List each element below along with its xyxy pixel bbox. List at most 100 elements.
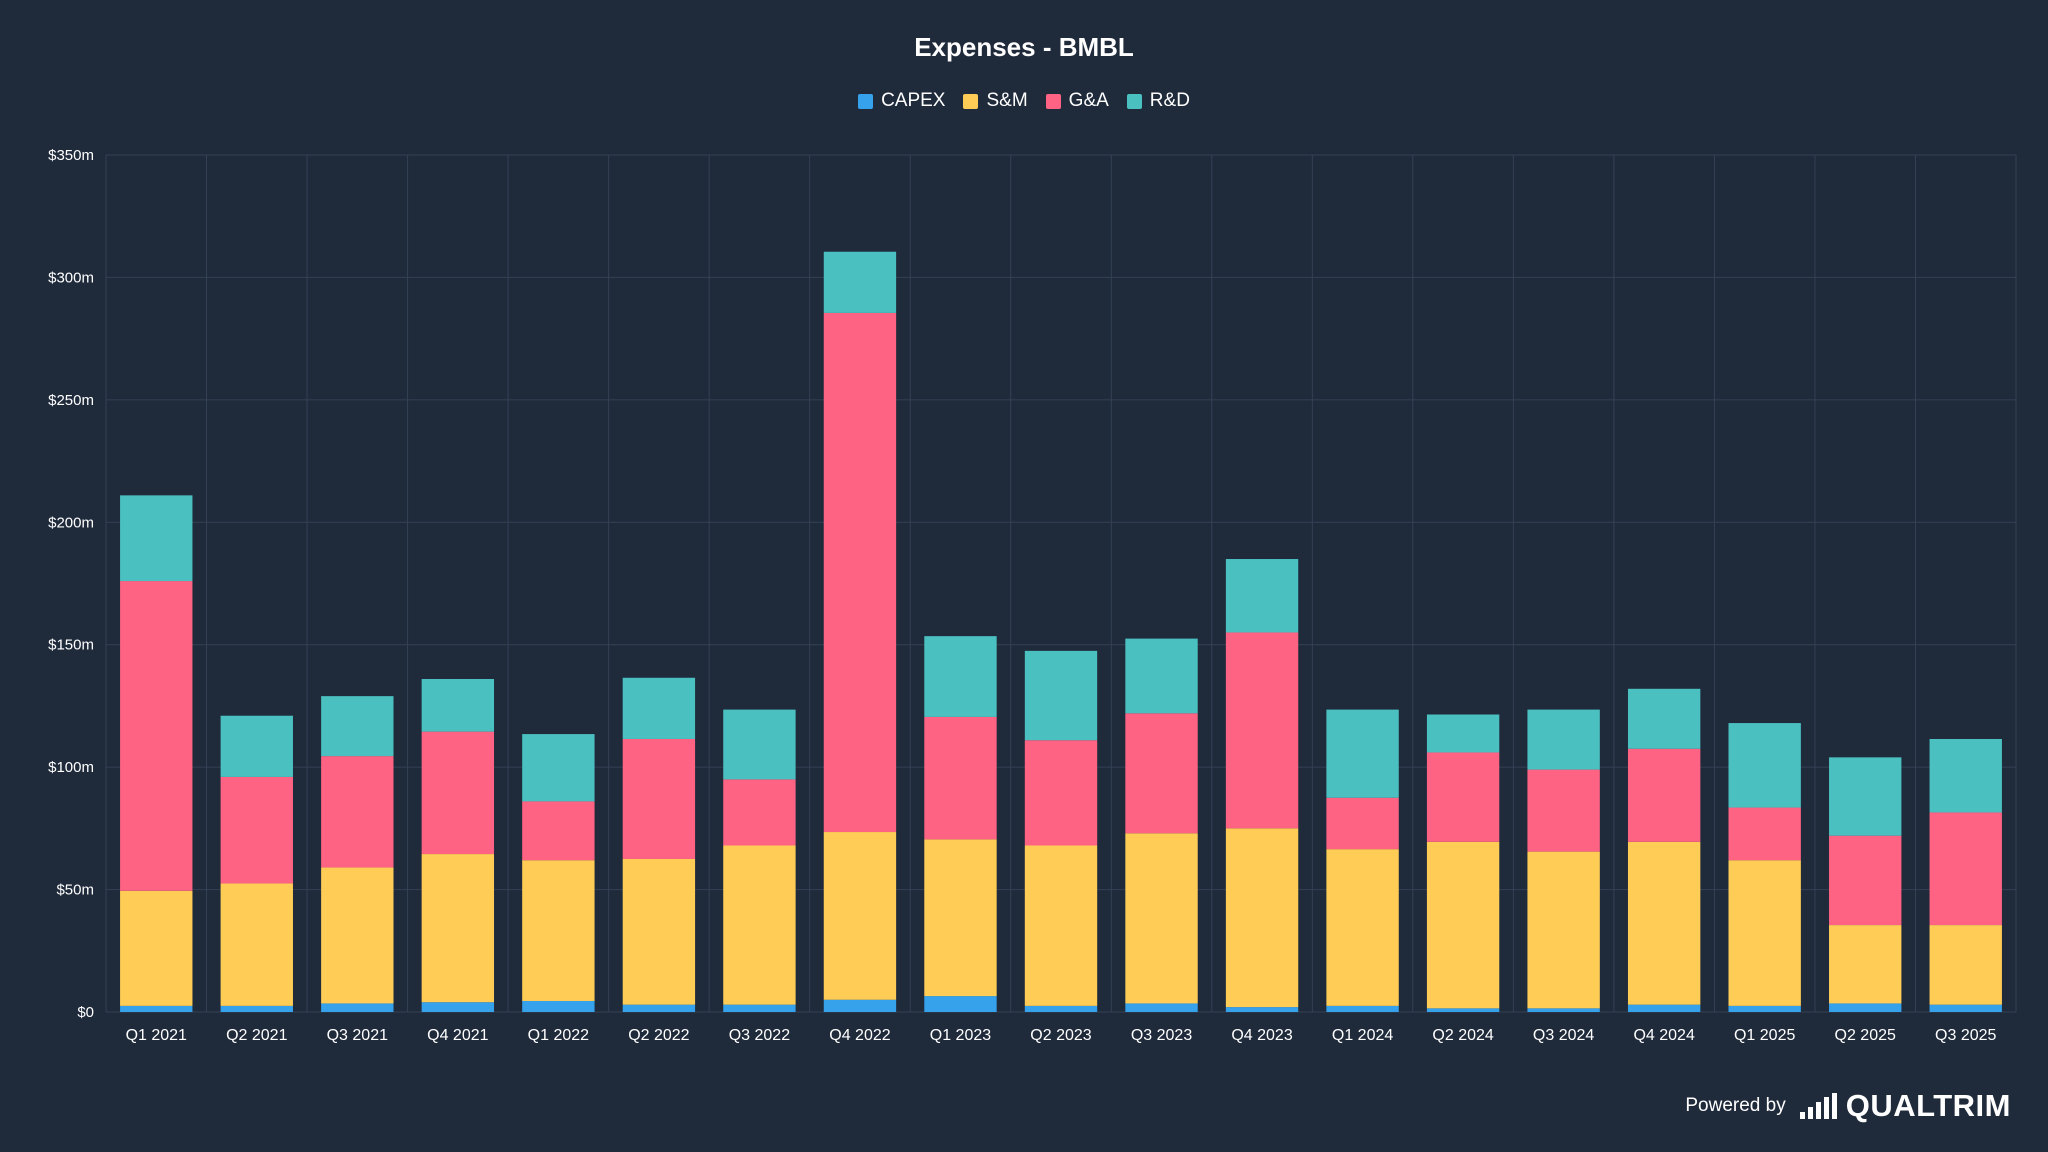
bar-segment-capex[interactable] [1426, 1008, 1500, 1012]
x-tick-label: Q4 2022 [829, 1027, 890, 1044]
bar-segment-ga[interactable] [1326, 797, 1399, 850]
legend-item[interactable]: G&A [1045, 89, 1109, 113]
bar-segment-ga[interactable] [522, 801, 595, 861]
bar-segment-sm[interactable] [1728, 860, 1801, 1006]
bar-segment-ga[interactable] [1125, 713, 1198, 834]
x-tick-label: Q2 2023 [1030, 1027, 1091, 1044]
bar-segment-ga[interactable] [1426, 752, 1500, 842]
bar-segment-ga[interactable] [622, 738, 696, 859]
bar-segment-sm[interactable] [1024, 845, 1098, 1006]
bar-segment-capex[interactable] [1024, 1005, 1098, 1012]
bar-segment-capex[interactable] [1728, 1005, 1801, 1012]
y-tick-label: $100m [48, 759, 94, 776]
bar-segment-ga[interactable] [924, 716, 997, 840]
legend-item[interactable]: CAPEX [858, 89, 945, 113]
bar-segment-capex[interactable] [321, 1003, 394, 1012]
bar-segment-rd[interactable] [1527, 709, 1600, 770]
bar-segment-sm[interactable] [120, 890, 193, 1006]
bar-segment-sm[interactable] [1527, 851, 1600, 1009]
bar-segment-capex[interactable] [220, 1005, 293, 1012]
bar-segment-capex[interactable] [120, 1005, 193, 1012]
bar-segment-rd[interactable] [1426, 714, 1500, 753]
legend-item[interactable]: S&M [963, 89, 1028, 113]
bar-segment-rd[interactable] [120, 495, 193, 582]
legend-label: S&M [986, 90, 1028, 111]
bar-segment-sm[interactable] [1326, 849, 1399, 1006]
bar-segment-sm[interactable] [924, 839, 997, 997]
bar-segment-sm[interactable] [1125, 833, 1198, 1004]
bar-segment-rd[interactable] [220, 715, 293, 777]
bar-segment-capex[interactable] [924, 996, 997, 1012]
bar-segment-capex[interactable] [1929, 1004, 2002, 1012]
bar-segment-capex[interactable] [522, 1000, 595, 1012]
bar-segment-sm[interactable] [823, 832, 897, 1000]
x-tick-label: Q1 2023 [930, 1027, 991, 1044]
bar-segment-capex[interactable] [622, 1004, 696, 1012]
bar-segment-rd[interactable] [823, 251, 897, 313]
bar-segment-rd[interactable] [1225, 559, 1299, 633]
bar-segment-capex[interactable] [1527, 1008, 1600, 1012]
bar-segment-rd[interactable] [924, 636, 997, 717]
bar-segment-rd[interactable] [1326, 709, 1399, 798]
bar-segment-rd[interactable] [622, 677, 696, 739]
bar-segment-ga[interactable] [321, 756, 394, 868]
bar-segment-ga[interactable] [220, 776, 293, 884]
bar-segment-rd[interactable] [1024, 650, 1098, 741]
bar-segment-ga[interactable] [1225, 632, 1299, 829]
bar-segment-sm[interactable] [1829, 925, 1902, 1004]
bar-segment-sm[interactable] [1225, 828, 1299, 1008]
bar-segment-rd[interactable] [522, 734, 595, 802]
brand-name: QUALTRIM [1845, 1088, 2011, 1123]
bar-segment-rd[interactable] [1125, 638, 1198, 714]
bar-segment-ga[interactable] [120, 581, 193, 891]
x-tick-label: Q3 2021 [327, 1027, 388, 1044]
bar-segment-ga[interactable] [1829, 835, 1902, 926]
bar-segment-sm[interactable] [1929, 925, 2002, 1005]
x-tick-label: Q2 2024 [1432, 1027, 1493, 1044]
bar-segment-sm[interactable] [1426, 841, 1500, 1009]
bar-segment-ga[interactable] [1024, 740, 1098, 846]
bar-segment-capex[interactable] [1326, 1005, 1399, 1012]
chart-legend: CAPEX S&M G&A R&D [0, 89, 2048, 113]
bar-segment-sm[interactable] [622, 858, 696, 1005]
bar-segment-capex[interactable] [723, 1004, 796, 1012]
bar-segment-sm[interactable] [522, 860, 595, 1001]
y-tick-label: $350m [48, 147, 94, 164]
bar-segment-rd[interactable] [1728, 723, 1801, 808]
bar-segment-ga[interactable] [823, 312, 897, 833]
bar-segment-rd[interactable] [1929, 738, 2002, 813]
x-tick-label: Q3 2024 [1533, 1027, 1594, 1044]
x-tick-label: Q1 2021 [126, 1027, 187, 1044]
x-tick-label: Q2 2022 [628, 1027, 689, 1044]
x-tick-label: Q4 2021 [427, 1027, 488, 1044]
x-tick-label: Q4 2024 [1633, 1027, 1694, 1044]
x-tick-label: Q4 2023 [1231, 1027, 1292, 1044]
bar-segment-ga[interactable] [723, 779, 796, 846]
bar-segment-sm[interactable] [421, 854, 495, 1003]
bar-segment-sm[interactable] [321, 867, 394, 1004]
bar-segment-rd[interactable] [1627, 688, 1701, 749]
bar-segment-ga[interactable] [421, 731, 495, 855]
bar-segment-capex[interactable] [823, 999, 897, 1012]
brand-logo: QUALTRIM [1799, 1088, 2011, 1124]
bar-segment-capex[interactable] [1225, 1007, 1299, 1012]
bar-segment-ga[interactable] [1527, 769, 1600, 852]
bar-segment-ga[interactable] [1728, 807, 1801, 861]
bar-segment-sm[interactable] [1627, 841, 1701, 1005]
bar-segment-capex[interactable] [1125, 1003, 1198, 1012]
bar-segment-ga[interactable] [1929, 812, 2002, 926]
bar-segment-sm[interactable] [220, 883, 293, 1006]
bar-segment-capex[interactable] [1829, 1003, 1902, 1012]
bar-segment-rd[interactable] [321, 696, 394, 757]
bar-segment-rd[interactable] [1829, 757, 1902, 836]
bar-segment-rd[interactable] [723, 709, 796, 780]
bar-segment-sm[interactable] [723, 845, 796, 1005]
x-tick-label: Q1 2022 [528, 1027, 589, 1044]
bar-segment-rd[interactable] [421, 678, 495, 732]
legend-item[interactable]: R&D [1126, 89, 1190, 113]
bar-segment-ga[interactable] [1627, 748, 1701, 842]
bar-segment-capex[interactable] [1627, 1004, 1701, 1012]
bar-segment-capex[interactable] [421, 1002, 495, 1012]
